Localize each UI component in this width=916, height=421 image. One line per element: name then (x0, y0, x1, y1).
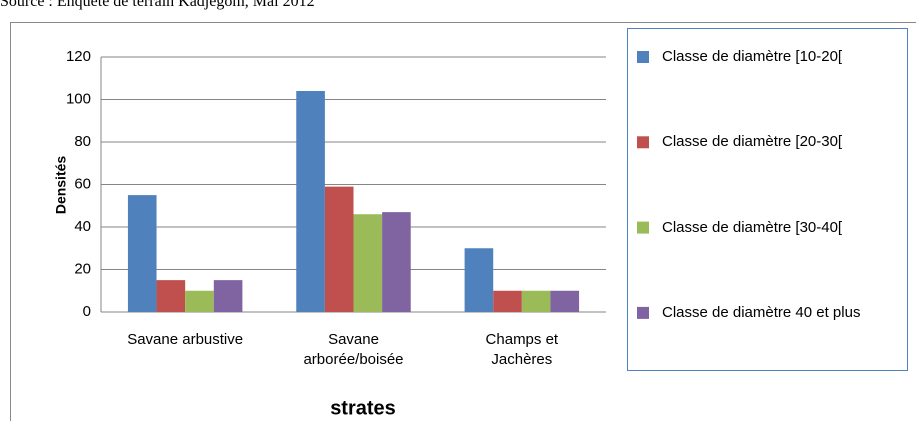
x-tick-label: Savane arborée/boisée (303, 331, 404, 368)
legend-label: Classe de diamètre 40 et plus (662, 303, 861, 321)
legend-swatch (637, 51, 649, 63)
legend-swatch (637, 136, 649, 149)
bar (185, 290, 214, 312)
legend-swatch (637, 306, 649, 319)
legend-swatch (637, 221, 649, 234)
y-tick-label: 40 (74, 218, 91, 235)
bar (550, 290, 580, 312)
legend-box (627, 28, 908, 371)
bar (464, 248, 494, 312)
source: Source : Enquête de terrain Kadjegom, Ma… (0, 0, 315, 10)
y-tick-label: 60 (74, 175, 91, 192)
bar (213, 280, 243, 312)
legend-label: Classe de diamètre [30-40[ (662, 218, 843, 236)
y-axis-title: Densités (53, 156, 69, 215)
bar (382, 212, 411, 312)
y-tick-label: 80 (74, 133, 91, 150)
x-tick-label: Champs et Jachères (485, 331, 559, 368)
bar (353, 214, 383, 312)
legend-label: Classe de diamètre [20-30[ (662, 133, 843, 151)
y-tick-label: 120 (66, 48, 91, 65)
bar (324, 186, 354, 312)
x-tick-label: Savane arbustive (127, 331, 244, 348)
y-tick-label: 100 (66, 90, 91, 107)
bar (296, 91, 325, 312)
bar (493, 290, 522, 312)
legend-label: Classe de diamètre [10-20[ (662, 48, 843, 65)
bar (127, 195, 157, 312)
bar (156, 280, 186, 312)
x-axis-title: strates (330, 397, 396, 419)
bar (521, 290, 551, 312)
y-tick-label: 20 (74, 260, 91, 277)
y-tick-label: 0 (83, 303, 91, 320)
